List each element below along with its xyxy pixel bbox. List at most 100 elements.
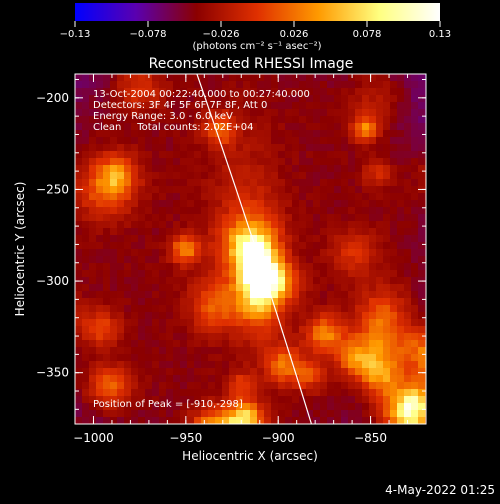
heatmap-cell xyxy=(138,291,146,299)
heatmap-cell xyxy=(411,270,419,278)
heatmap-cell xyxy=(397,116,405,124)
heatmap-cell xyxy=(383,298,391,306)
heatmap-cell xyxy=(341,186,349,194)
heatmap-cell xyxy=(152,172,160,180)
heatmap-cell xyxy=(299,326,307,334)
heatmap-cell xyxy=(264,207,272,215)
heatmap-cell xyxy=(264,305,272,313)
heatmap-cell xyxy=(236,312,244,320)
heatmap-cell xyxy=(187,312,195,320)
heatmap-cell xyxy=(383,116,391,124)
heatmap-cell xyxy=(89,305,97,313)
heatmap-cell xyxy=(110,389,118,397)
heatmap-cell xyxy=(355,172,363,180)
heatmap-cell xyxy=(194,179,202,187)
heatmap-cell xyxy=(89,179,97,187)
heatmap-cell xyxy=(355,396,363,404)
heatmap-cell xyxy=(341,361,349,369)
heatmap-cell xyxy=(96,200,104,208)
heatmap-cell xyxy=(222,109,230,117)
heatmap-cell xyxy=(278,172,286,180)
heatmap-cell xyxy=(278,305,286,313)
heatmap-cell xyxy=(194,137,202,145)
heatmap-cell xyxy=(229,214,237,222)
heatmap-cell xyxy=(75,368,83,376)
heatmap-cell xyxy=(152,179,160,187)
heatmap-cell xyxy=(201,193,209,201)
heatmap-cell xyxy=(278,298,286,306)
heatmap-cell xyxy=(278,186,286,194)
heatmap-cell xyxy=(131,403,139,411)
heatmap-cell xyxy=(278,207,286,215)
heatmap-cell xyxy=(159,368,167,376)
heatmap-cell xyxy=(208,221,216,229)
heatmap-cell xyxy=(348,389,356,397)
heatmap-cell xyxy=(264,214,272,222)
heatmap-cell xyxy=(187,193,195,201)
heatmap-cell xyxy=(250,256,258,264)
heatmap-cell xyxy=(299,396,307,404)
heatmap-cell xyxy=(208,375,216,383)
heatmap-cell xyxy=(355,221,363,229)
heatmap-cell xyxy=(250,242,258,250)
heatmap-cell xyxy=(145,354,153,362)
heatmap-cell xyxy=(166,263,174,271)
heatmap-cell xyxy=(201,95,209,103)
heatmap-cell xyxy=(138,417,146,424)
heatmap-cell xyxy=(201,186,209,194)
heatmap-cell xyxy=(264,130,272,138)
heatmap-cell xyxy=(257,249,265,257)
heatmap-cell xyxy=(418,172,426,180)
heatmap-cell xyxy=(271,382,279,390)
heatmap-cell xyxy=(208,186,216,194)
heatmap-cell xyxy=(313,74,321,82)
heatmap-cell xyxy=(306,340,314,348)
heatmap-cell xyxy=(271,186,279,194)
heatmap-cell xyxy=(376,298,384,306)
heatmap-cell xyxy=(173,417,181,424)
heatmap-cell xyxy=(117,249,125,257)
heatmap-cell xyxy=(257,109,265,117)
heatmap-cell xyxy=(138,228,146,236)
heatmap-cell xyxy=(236,95,244,103)
heatmap-cell xyxy=(313,368,321,376)
heatmap-cell xyxy=(187,277,195,285)
heatmap-cell xyxy=(166,249,174,257)
heatmap-cell xyxy=(138,186,146,194)
heatmap-cell xyxy=(327,116,335,124)
heatmap-cell xyxy=(103,305,111,313)
heatmap-cell xyxy=(180,312,188,320)
heatmap-cell xyxy=(264,144,272,152)
heatmap-cell xyxy=(278,382,286,390)
heatmap-cell xyxy=(117,165,125,173)
heatmap-cell xyxy=(376,417,384,424)
heatmap-cell xyxy=(411,200,419,208)
heatmap-cell xyxy=(348,144,356,152)
heatmap-cell xyxy=(201,410,209,418)
heatmap-cell xyxy=(229,312,237,320)
heatmap-cell xyxy=(404,179,412,187)
heatmap-cell xyxy=(404,130,412,138)
heatmap-cell xyxy=(257,200,265,208)
heatmap-cell xyxy=(411,396,419,404)
heatmap-cell xyxy=(124,312,132,320)
heatmap-cell xyxy=(299,382,307,390)
heatmap-cell xyxy=(138,410,146,418)
heatmap-cell xyxy=(250,298,258,306)
heatmap-cell xyxy=(397,340,405,348)
heatmap-cell xyxy=(117,410,125,418)
heatmap-cell xyxy=(96,228,104,236)
heatmap-cell xyxy=(313,151,321,159)
heatmap-cell xyxy=(138,263,146,271)
heatmap-cell xyxy=(236,270,244,278)
heatmap-cell xyxy=(173,389,181,397)
heatmap-cell xyxy=(390,200,398,208)
heatmap-cell xyxy=(376,312,384,320)
heatmap-cell xyxy=(180,410,188,418)
heatmap-cell xyxy=(257,375,265,383)
heatmap-cell xyxy=(222,326,230,334)
heatmap-cell xyxy=(187,368,195,376)
heatmap-cell xyxy=(390,249,398,257)
heatmap-cell xyxy=(285,305,293,313)
heatmap-cell xyxy=(145,291,153,299)
